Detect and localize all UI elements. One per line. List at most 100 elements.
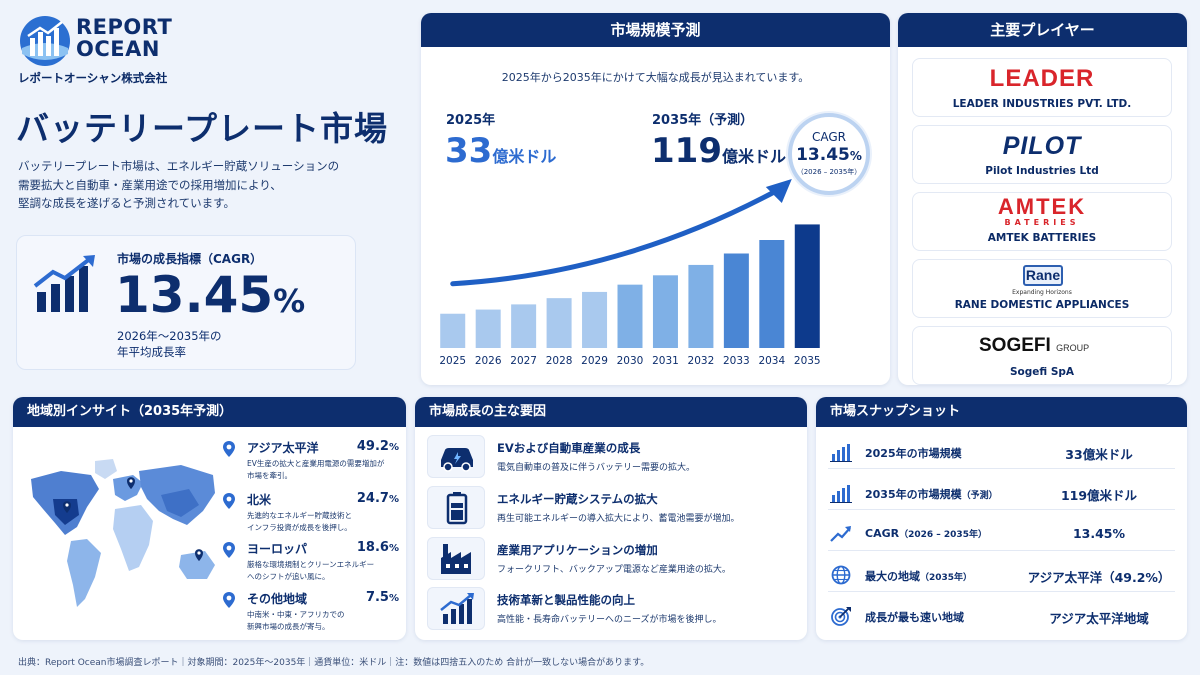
x-tick-label: 2032 xyxy=(688,355,715,367)
forecast-end-value: 119億米ドル xyxy=(651,131,786,171)
leader-logo: LEADER xyxy=(989,65,1095,92)
driver-icon-box xyxy=(427,537,485,580)
player-name: AMTEK BATTERIES xyxy=(987,232,1097,244)
key-players-card: 主要プレイヤー LEADER LEADER INDUSTRIES PVT. LT… xyxy=(898,13,1187,385)
forecast-start-year: 2025年 xyxy=(446,113,496,128)
region-share: 18.6% xyxy=(357,540,399,555)
cagr-badge-unit: % xyxy=(849,149,862,163)
location-pin-icon xyxy=(223,542,235,558)
region-description: EV生産の拡大と産業用電源の需要増加が 市場を牽引。 xyxy=(247,459,385,480)
driver-title: EVおよび自動車産業の成長 xyxy=(497,441,641,455)
sogefi-logo: SOGEFI GROUP xyxy=(979,335,1089,357)
amtek-logo: AMTEK xyxy=(997,194,1087,219)
snapshot-label-text: 最大の地域 xyxy=(865,570,920,583)
snapshot-label-text: CAGR xyxy=(865,527,900,540)
driver-icon-box xyxy=(427,486,485,529)
snapshot-value: アジア太平洋（49.2%） xyxy=(1027,570,1171,585)
brand-name-line1: REPORT xyxy=(76,15,173,39)
factory-icon xyxy=(441,544,471,574)
region-share-number: 49.2 xyxy=(356,439,389,454)
location-pin-icon xyxy=(223,592,235,608)
x-tick-label: 2033 xyxy=(723,355,750,367)
snapshot-value: 119億米ドル xyxy=(1060,488,1138,503)
region-name: ヨーロッパ xyxy=(247,542,308,556)
cagr-value: 13.45% xyxy=(115,266,305,324)
globe-icon xyxy=(831,565,851,585)
location-pin-icon xyxy=(223,441,235,457)
footer-source-note: 出典：Report Ocean市場調査レポート｜対象期間：2025年～2035年… xyxy=(18,658,650,668)
growth-arrow xyxy=(450,186,783,287)
page-description: バッテリープレート市場は、エネルギー貯蔵ソリューションの 需要拡大と自動車・産業… xyxy=(18,159,340,210)
market-snapshot-card: 市場スナップショット 2025年の市場規模 33億米ドル 2035年の市場規模（… xyxy=(816,397,1187,640)
x-tick-label: 2026 xyxy=(475,355,502,367)
snapshot-label-suffix: （予測） xyxy=(961,491,998,501)
cagr-badge: CAGR 13.45% （2026 – 2035年） xyxy=(788,113,870,195)
pilot-logo: PILOT xyxy=(1002,132,1082,160)
players-header: 主要プレイヤー xyxy=(898,13,1187,47)
x-tick-label: 2025 xyxy=(439,355,466,367)
region-share: 7.5% xyxy=(366,590,399,605)
growth-chart-icon xyxy=(440,593,474,624)
cagr-badge-range: （2026 – 2035年） xyxy=(796,168,862,176)
driver-icon-box xyxy=(427,435,485,478)
snapshot-label-text: 2025年の市場規模 xyxy=(865,447,962,460)
forecast-end-unit: 億米ドル xyxy=(721,147,786,166)
growth-arrow-head xyxy=(765,179,792,203)
player-item-pilot: PILOT Pilot Industries Ltd xyxy=(912,125,1172,184)
driver-description: フォークリフト、バックアップ電源など産業用途の拡大。 xyxy=(497,565,731,575)
forecast-end-number: 119 xyxy=(651,131,722,171)
market-size-bar-chart: 2025 2026 2027 2028 2029 2030 2031 2032 2033 2034… xyxy=(439,179,821,367)
bar-2031 xyxy=(652,275,678,348)
cagr-label: 市場の成長指標（CAGR） xyxy=(117,252,263,266)
region-share-unit: % xyxy=(388,442,399,453)
battery-icon xyxy=(446,492,468,525)
x-tick-label: 2034 xyxy=(758,355,785,367)
bar-2034 xyxy=(759,240,785,348)
cagr-value-number: 13.45 xyxy=(115,266,274,324)
driver-item-industrial: 産業用アプリケーションの増加 フォークリフト、バックアップ電源など産業用途の拡大… xyxy=(427,537,795,582)
location-pin-icon xyxy=(223,493,235,509)
target-icon xyxy=(831,607,851,626)
player-item-sogefi: SOGEFI GROUP Sogefi SpA xyxy=(912,326,1172,385)
bar-2035 xyxy=(794,224,820,348)
x-tick-label: 2028 xyxy=(546,355,573,367)
driver-icon-box xyxy=(427,587,485,630)
driver-item-ev: EVおよび自動車産業の成長 電気自動車の普及に伴うバッテリー需要の拡大。 xyxy=(427,435,795,480)
cagr-summary-card: 市場の成長指標（CAGR） 13.45% 2026年～2035年の 年平均成長率 xyxy=(16,235,356,370)
bar-2026 xyxy=(475,309,501,348)
region-name: 北米 xyxy=(247,493,272,507)
snapshot-label-suffix: （2026 – 2035年） xyxy=(899,530,987,540)
snapshot-row-cagr: CAGR（2026 – 2035年） 13.45% xyxy=(828,517,1175,551)
sogefi-logo-text: SOGEFI xyxy=(979,335,1051,356)
player-name: Pilot Industries Ltd xyxy=(985,165,1099,177)
cagr-badge-number: 13.45 xyxy=(796,145,850,165)
driver-title: 技術革新と製品性能の向上 xyxy=(497,593,635,607)
cagr-badge-label: CAGR xyxy=(811,130,846,144)
region-share: 24.7% xyxy=(357,491,399,506)
brand-name: REPORT OCEAN xyxy=(76,16,172,60)
snapshot-label-suffix: （2035年） xyxy=(920,573,973,583)
x-tick-label: 2031 xyxy=(652,355,679,367)
region-description: 中南米・中東・アフリカでの 新興市場の成長が寄与。 xyxy=(247,610,345,631)
driver-title: エネルギー貯蔵システムの拡大 xyxy=(497,492,658,506)
report-ocean-logo-icon xyxy=(20,16,70,66)
snapshot-row-fastest-region: 成長が最も速い地域 アジア太平洋地域 xyxy=(828,599,1175,633)
rane-logo: Rane xyxy=(1023,265,1063,286)
region-description: 厳格な環境規制とクリーンエネルギー へのシフトが追い風に。 xyxy=(247,560,375,581)
snapshot-label: 最大の地域（2035年） xyxy=(865,568,972,584)
snapshot-value: 33億米ドル xyxy=(1065,447,1133,462)
bar-2028 xyxy=(546,298,572,348)
cagr-value-unit: % xyxy=(273,282,306,320)
bar-chart-icon xyxy=(830,444,852,462)
region-share-number: 7.5 xyxy=(365,590,389,605)
bar-2029 xyxy=(582,291,608,348)
player-item-amtek: AMTEK BATERIES AMTEK BATTERIES xyxy=(912,192,1172,251)
drivers-header: 市場成長の主な要因 xyxy=(415,397,807,427)
snapshot-label-text: 2035年の市場規模 xyxy=(865,488,962,501)
region-share-unit: % xyxy=(388,543,399,554)
cagr-badge-value: 13.45% xyxy=(792,145,866,165)
x-tick-label: 2027 xyxy=(510,355,537,367)
company-name: レポートオーシャン株式会社 xyxy=(18,71,168,85)
bar-2025 xyxy=(440,313,466,348)
x-tick-label: 2029 xyxy=(581,355,608,367)
